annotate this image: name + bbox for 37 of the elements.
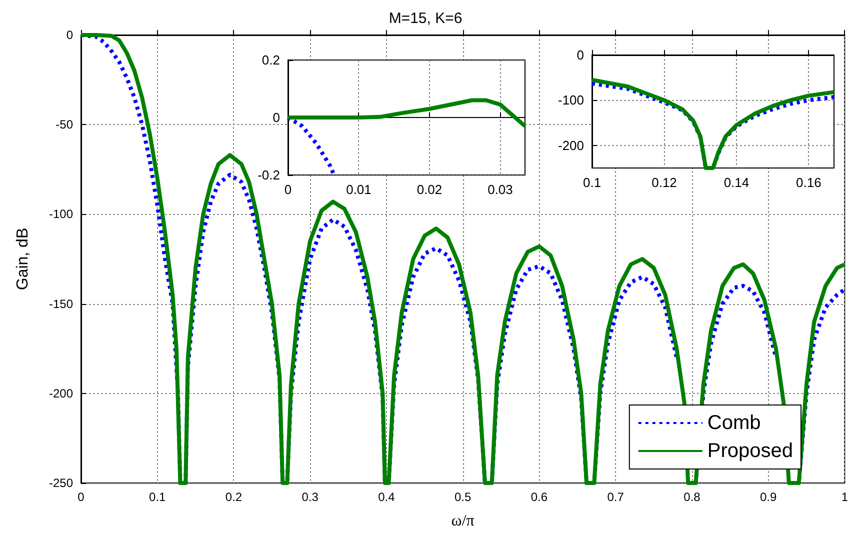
x-tick-label: 0.8 xyxy=(684,490,701,504)
y-tick-label: -150 xyxy=(48,296,74,311)
x-tick-label: 0.1 xyxy=(149,490,166,504)
x-tick-label: 0.1 xyxy=(582,175,602,190)
x-tick-label: 0.14 xyxy=(724,175,750,190)
y-tick-label: -0.2 xyxy=(258,168,280,182)
x-tick-label: 0.9 xyxy=(760,490,777,504)
x-tick-label: 0.12 xyxy=(652,175,677,190)
x-tick-label: 0.3 xyxy=(302,490,319,504)
legend-label: Proposed xyxy=(707,440,794,462)
y-tick-label: 0.2 xyxy=(262,52,280,68)
y-tick-label: -200 xyxy=(48,386,74,400)
x-tick-label: 0.6 xyxy=(530,490,548,504)
y-axis-title: Gain, dB xyxy=(14,228,32,290)
x-tick-label: 0 xyxy=(284,182,292,197)
x-tick-label: 0.16 xyxy=(796,175,822,190)
x-tick-label: 0.7 xyxy=(607,490,624,504)
x-tick-label: 0 xyxy=(78,490,85,504)
x-tick-label: 0.4 xyxy=(378,490,396,504)
x-tick-label: 0.2 xyxy=(225,490,242,504)
legend-label: Comb xyxy=(707,412,761,434)
x-tick-label: 1 xyxy=(841,490,848,504)
x-axis-title: ω/π xyxy=(451,512,474,530)
x-tick-label: 0.03 xyxy=(488,182,513,197)
y-tick-label: -100 xyxy=(558,92,584,108)
line-series xyxy=(286,98,527,128)
y-tick-label: -200 xyxy=(558,138,584,153)
x-tick-label: 0.01 xyxy=(346,182,372,197)
y-tick-label: -250 xyxy=(48,476,74,490)
y-tick-label: -100 xyxy=(48,207,74,222)
x-tick-label: 0.5 xyxy=(454,490,472,504)
x-tick-label: 0.02 xyxy=(416,182,442,197)
y-tick-label: 0 xyxy=(272,110,280,125)
y-tick-label: 0 xyxy=(576,48,584,62)
chart-title: M=15, K=6 xyxy=(388,10,462,27)
y-tick-label: -50 xyxy=(56,118,74,132)
y-tick-label: 0 xyxy=(66,28,74,42)
